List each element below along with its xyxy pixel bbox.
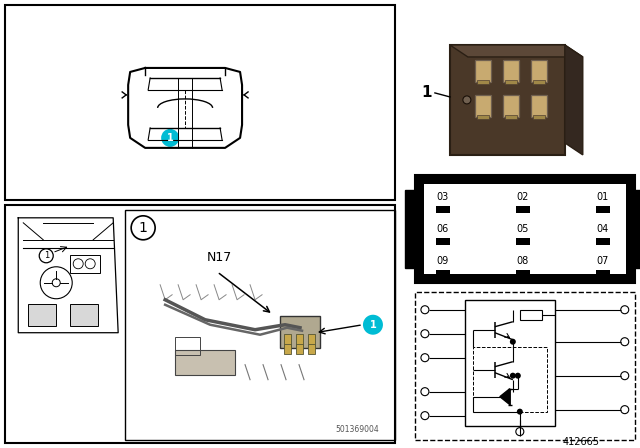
Text: 07: 07 [596,256,609,266]
Bar [405,190,417,268]
Bar [125,210,395,439]
Bar [296,334,303,346]
Bar [5,205,395,443]
Text: 1: 1 [44,251,49,260]
Text: 1: 1 [422,86,432,100]
Bar [503,95,519,117]
Bar [308,344,315,354]
Bar [308,334,315,346]
Bar [28,304,56,326]
Bar [473,347,547,412]
Polygon shape [564,45,583,155]
Circle shape [39,249,53,263]
Bar [505,115,517,119]
Bar [175,350,235,375]
Text: 09: 09 [436,256,449,266]
Circle shape [131,216,155,240]
Bar [505,80,517,84]
Text: 501369004: 501369004 [335,425,379,434]
Circle shape [363,315,383,335]
Bar [596,206,610,213]
Bar [450,45,564,155]
Bar [284,344,291,354]
Bar [516,238,530,245]
Bar [475,95,491,117]
Text: 1: 1 [167,133,173,143]
Bar [596,238,610,245]
Polygon shape [450,45,583,57]
Bar [175,337,200,355]
Bar [284,334,291,346]
Circle shape [161,129,179,147]
Bar [533,115,545,119]
Bar [465,300,555,426]
Text: 03: 03 [436,192,449,202]
Bar [596,270,610,277]
Bar [296,344,303,354]
Bar [477,80,489,84]
Bar [424,184,626,274]
Bar [415,175,635,283]
Bar [5,5,395,200]
Circle shape [510,339,516,345]
Text: N17: N17 [207,251,232,264]
Bar [533,80,545,84]
Bar [503,60,519,82]
Circle shape [463,96,471,104]
Text: 1: 1 [369,320,376,330]
Circle shape [515,373,521,379]
Bar [70,255,100,273]
Text: 04: 04 [596,224,609,234]
Bar [70,304,98,326]
Bar [531,60,547,82]
Bar [477,115,489,119]
Bar [475,60,491,82]
Bar [436,206,450,213]
Bar [516,206,530,213]
Bar [436,238,450,245]
Text: 05: 05 [516,224,529,234]
Text: 08: 08 [516,256,529,266]
Text: 1: 1 [139,221,148,235]
Text: 06: 06 [436,224,449,234]
Bar [520,310,542,320]
Text: 02: 02 [516,192,529,202]
Bar [633,190,640,268]
Bar [415,292,635,439]
Text: 01: 01 [596,192,609,202]
Bar [516,270,530,277]
Bar [436,270,450,277]
Bar [531,95,547,117]
Polygon shape [500,389,510,405]
Circle shape [510,373,516,379]
Text: 412665: 412665 [563,437,600,447]
Circle shape [517,409,523,415]
Bar [280,316,320,348]
